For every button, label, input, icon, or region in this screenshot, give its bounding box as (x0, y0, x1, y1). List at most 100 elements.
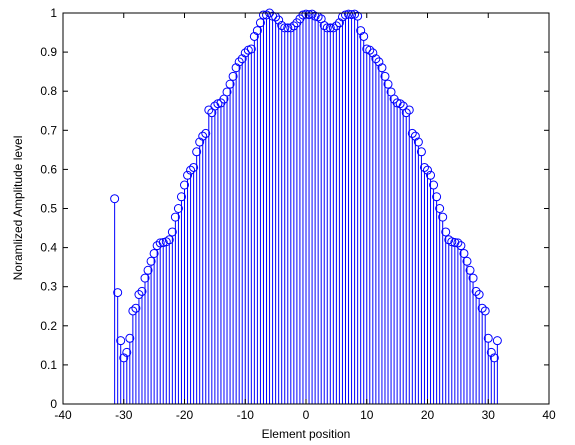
y-tick-label: 0 (50, 397, 57, 411)
y-tick-label: 0.3 (40, 280, 57, 294)
data-point (477, 303, 487, 313)
data-point (198, 131, 208, 141)
data-point (319, 21, 329, 31)
data-point (116, 336, 126, 346)
x-tick-label: 30 (482, 408, 496, 422)
data-point (128, 306, 138, 316)
data-point (262, 10, 272, 20)
data-point (122, 347, 132, 357)
data-point (486, 347, 496, 357)
data-point (246, 44, 256, 54)
stems-layer (114, 16, 498, 404)
data-point (173, 204, 183, 213)
data-point (380, 71, 390, 81)
data-point (189, 162, 199, 172)
data-point (149, 248, 159, 258)
data-point (195, 137, 205, 147)
data-point (471, 286, 481, 296)
y-tick-label: 0.4 (40, 241, 57, 255)
y-tick-label: 0.7 (40, 123, 57, 137)
data-point (274, 15, 284, 25)
data-point (441, 227, 451, 237)
data-point (277, 21, 287, 31)
data-point (183, 170, 193, 180)
data-point (255, 18, 265, 28)
data-point (228, 71, 238, 81)
data-point (410, 131, 420, 141)
data-point (304, 10, 314, 20)
data-point (201, 128, 211, 138)
y-tick-label: 0.1 (40, 358, 57, 372)
data-point (453, 238, 463, 248)
data-point (489, 353, 499, 363)
data-point (492, 336, 502, 346)
y-tick-label: 1 (50, 6, 57, 20)
data-point (283, 23, 293, 33)
data-point (416, 147, 426, 157)
data-point (155, 238, 165, 248)
data-point (280, 23, 290, 33)
data-point (438, 212, 448, 222)
data-point (423, 165, 432, 175)
x-tick-label: 20 (421, 408, 435, 422)
data-point (468, 273, 478, 283)
data-point (374, 57, 384, 67)
data-point (444, 235, 454, 245)
data-point (435, 204, 445, 213)
data-point (383, 79, 393, 89)
x-tick-label: 0 (303, 408, 310, 422)
data-point (356, 26, 366, 36)
data-point (377, 63, 387, 73)
data-point (231, 63, 241, 73)
data-point (322, 23, 332, 33)
x-tick-label: -40 (54, 408, 72, 422)
data-point (225, 79, 235, 89)
data-point (146, 256, 156, 266)
x-tick-label: -30 (115, 408, 133, 422)
y-axis-label: Noramlized Amplitude level (11, 136, 25, 281)
data-point (404, 105, 414, 115)
data-point (222, 87, 232, 97)
data-point (286, 23, 296, 33)
data-point (371, 54, 381, 64)
data-point (143, 265, 153, 275)
data-point (192, 147, 202, 157)
data-point (249, 31, 259, 41)
data-point (480, 306, 490, 316)
data-point (359, 31, 369, 41)
x-tick-label: 10 (360, 408, 374, 422)
data-point (186, 165, 196, 175)
y-tick-label: 0.5 (40, 202, 57, 216)
x-tick-label: -10 (237, 408, 255, 422)
data-point (176, 192, 186, 202)
data-point (131, 303, 141, 313)
data-point (258, 10, 268, 20)
data-point (459, 248, 469, 258)
y-tick-label: 0.9 (40, 45, 57, 59)
data-point (426, 170, 436, 180)
markers-layer (110, 8, 502, 363)
data-point (368, 48, 378, 58)
data-point (328, 23, 338, 33)
data-point (331, 21, 341, 31)
data-point (401, 108, 411, 118)
data-point (113, 288, 123, 298)
data-point (432, 192, 442, 202)
data-point (395, 99, 405, 109)
data-point (483, 333, 493, 343)
data-point (456, 241, 466, 251)
data-point (462, 256, 472, 266)
data-point (353, 11, 363, 21)
data-point (170, 212, 180, 222)
data-point (407, 128, 417, 138)
data-point (429, 180, 439, 190)
data-point (465, 265, 475, 275)
data-point (347, 10, 357, 20)
data-point (125, 333, 135, 343)
x-axis-label: Element position (262, 427, 351, 441)
data-point (344, 9, 354, 19)
data-point (234, 57, 244, 67)
data-point (161, 237, 171, 247)
x-tick-label: -20 (176, 408, 194, 422)
